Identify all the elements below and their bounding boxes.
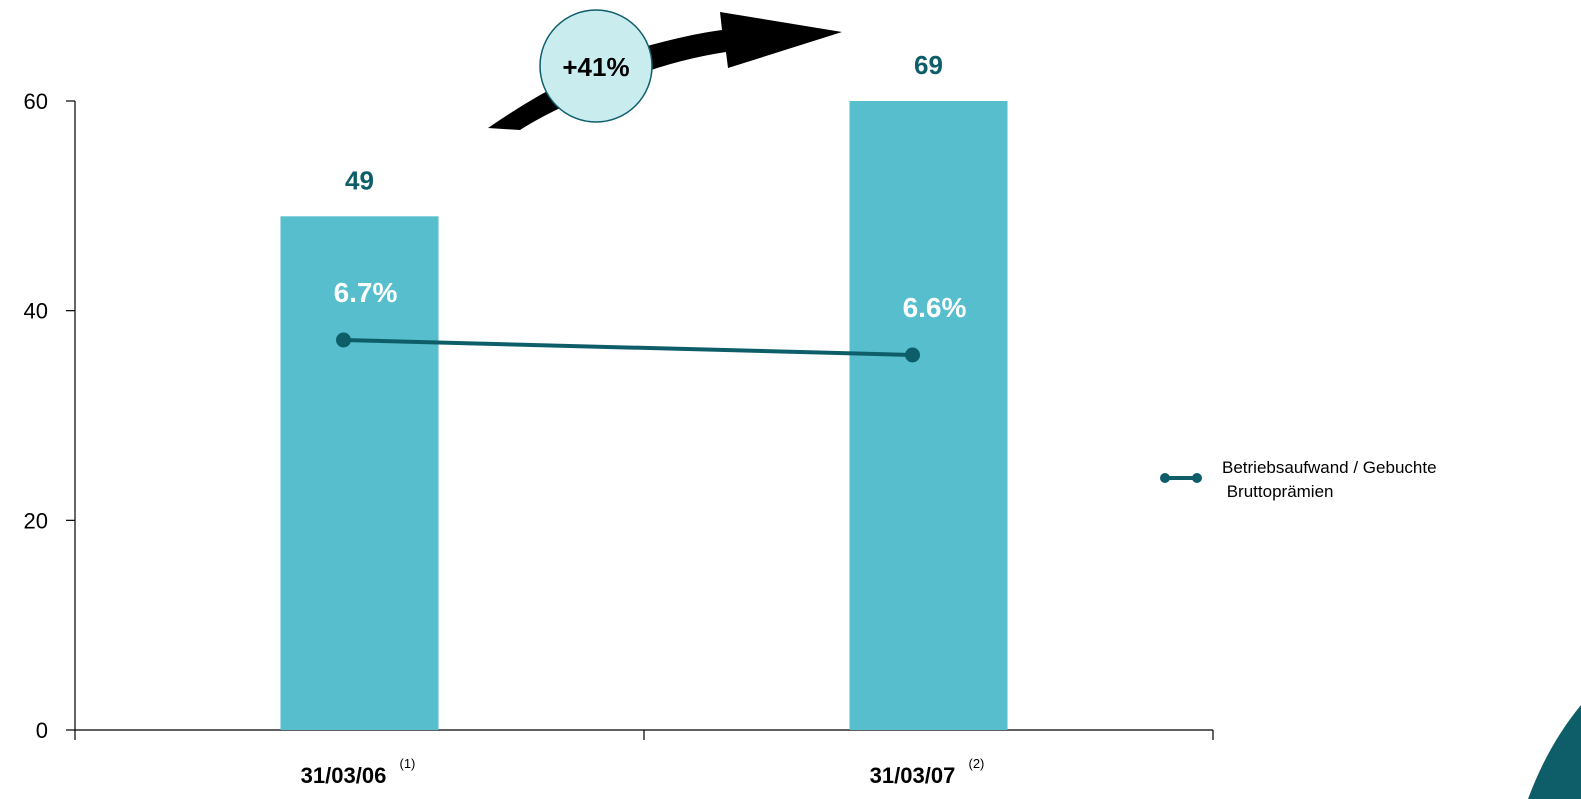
ratio-label: 6.7% [334,277,398,308]
growth-annotation: +41% [488,9,842,130]
x-category-label: 31/03/07 [870,763,956,788]
legend-label-line-2: Bruttoprämien [1222,482,1334,501]
legend: Betriebsaufwand / Gebuchte Bruttoprämien [1160,458,1437,501]
y-tick-label: 60 [24,89,48,114]
legend-label-line-1: Betriebsaufwand / Gebuchte [1222,458,1437,477]
bar-value-label: 49 [345,165,374,195]
bar-value-label: 69 [914,50,943,80]
ratio-point [905,347,920,363]
bar-2 [849,101,1008,730]
ratio-line-series: 6.7% 6.6% [334,277,967,363]
bar-value-labels: 49 69 [345,50,943,195]
y-axis: 0 20 40 60 [24,89,76,743]
bar-1 [280,216,439,731]
x-category-footnote: (1) [400,756,416,771]
growth-arrow-icon [488,12,842,130]
y-tick-label: 0 [36,718,48,743]
x-axis: 31/03/06 (1) 31/03/07 (2) [74,729,1214,788]
growth-bubble [539,9,653,123]
bars [280,101,1008,731]
x-category-footnote: (2) [969,756,985,771]
corner-decoration [1528,705,1581,799]
ratio-line [343,338,913,357]
corner-swoosh-shape [1528,705,1581,799]
y-tick-label: 20 [24,508,48,533]
legend-dot-right [1192,473,1202,483]
y-tick-label: 40 [24,299,48,324]
x-category-label: 31/03/06 [301,763,387,788]
legend-dot-left [1160,473,1170,483]
ratio-point [336,332,351,348]
growth-label: +41% [562,52,629,82]
ratio-label: 6.6% [903,292,967,323]
